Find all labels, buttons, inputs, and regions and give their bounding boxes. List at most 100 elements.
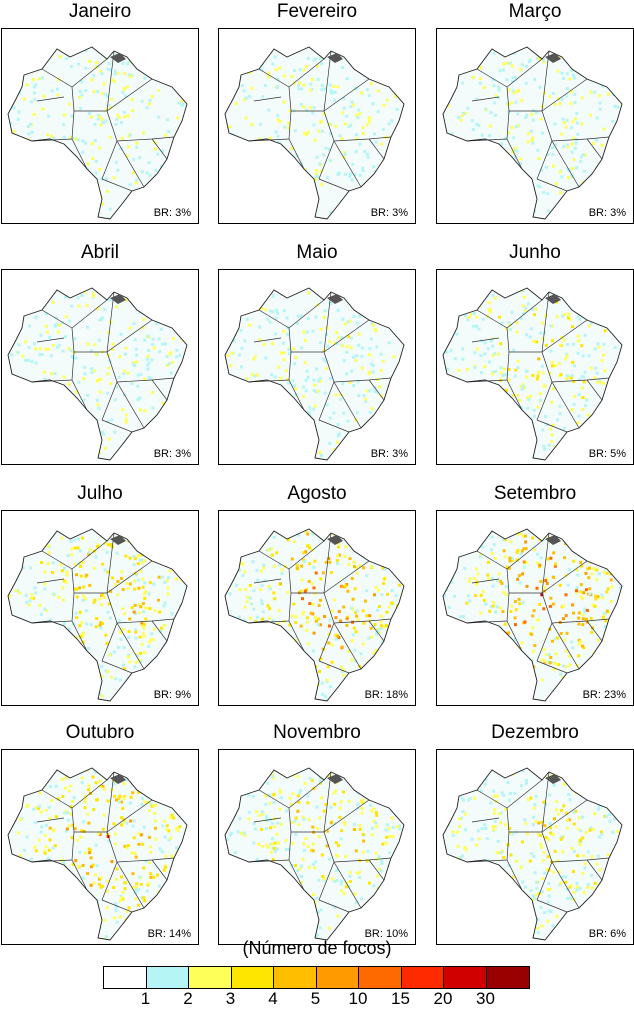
amazon-delta: [110, 774, 126, 784]
country-border: [224, 528, 405, 702]
amazon-delta: [545, 294, 561, 304]
br-percentage-label: BR: 3%: [152, 207, 192, 219]
br-percentage-label: BR: 3%: [369, 207, 409, 219]
map-panel-agosto: Agosto BR: 18%: [218, 482, 416, 708]
legend-color-cell: [486, 967, 529, 988]
state-border: [288, 291, 332, 353]
state-border: [71, 138, 88, 170]
amazon-delta: [110, 535, 126, 545]
state-border: [116, 622, 145, 670]
map-panel-novembro: Novembro BR: 10%: [218, 721, 416, 947]
country-fill: [8, 768, 187, 940]
state-border: [368, 620, 385, 642]
amazon-delta: [545, 774, 561, 784]
state-border: [36, 337, 65, 343]
state-border: [333, 381, 362, 429]
brazil-map: [442, 287, 623, 461]
state-border: [253, 337, 282, 343]
state-border: [71, 532, 115, 594]
br-percentage-label: BR: 3%: [152, 448, 192, 460]
country-fill: [8, 529, 187, 701]
legend-tick-label: 3: [225, 989, 236, 1008]
state-border: [551, 140, 580, 188]
panel-month-title: Julho: [77, 483, 123, 504]
amazon-delta: [110, 53, 126, 63]
country-border: [224, 287, 405, 461]
brazil-map: [7, 46, 188, 220]
brazil-map: [224, 287, 405, 461]
country-fill: [8, 288, 187, 460]
state-border: [71, 859, 88, 891]
state-border: [323, 110, 392, 142]
brazil-map: [224, 528, 405, 702]
state-border: [288, 379, 305, 411]
state-border: [253, 578, 282, 584]
brazil-map: [442, 46, 623, 220]
br-percentage-label: BR: 3%: [587, 207, 627, 219]
country-fill: [225, 288, 404, 460]
map-frame: BR: 9%: [1, 510, 199, 706]
state-border: [288, 771, 332, 833]
state-border: [101, 861, 118, 901]
state-border: [333, 861, 362, 909]
legend-tick-label: 10: [348, 989, 368, 1008]
state-border: [318, 861, 335, 901]
amazon-delta: [327, 294, 343, 304]
brazil-map: [224, 46, 405, 220]
legend-color-cell: [359, 967, 402, 988]
country-border: [224, 46, 405, 220]
legend-tick-label: 1: [140, 989, 151, 1008]
br-percentage-label: BR: 5%: [587, 448, 627, 460]
legend-color-cell: [231, 967, 274, 988]
state-border: [106, 560, 153, 594]
state-border: [318, 419, 350, 433]
map-frame: BR: 3%: [218, 269, 416, 465]
state-border: [333, 140, 362, 188]
legend-tick-label: 5: [310, 989, 321, 1008]
legend-color-cell: [146, 967, 189, 988]
br-percentage-label: BR: 3%: [369, 448, 409, 460]
state-border: [151, 859, 168, 881]
state-border: [551, 622, 580, 670]
state-border: [106, 799, 153, 833]
state-border: [541, 110, 610, 142]
state-border: [506, 532, 550, 594]
state-border: [288, 532, 332, 594]
map-frame: BR: 14%: [1, 749, 199, 945]
country-fill: [225, 529, 404, 701]
map-frame: BR: 3%: [1, 269, 199, 465]
state-border: [288, 859, 305, 891]
brazil-map: [442, 767, 623, 941]
state-border: [288, 50, 332, 112]
state-border: [541, 78, 588, 112]
map-frame: BR: 3%: [436, 28, 634, 224]
legend-tick-label: 30: [476, 989, 495, 1008]
country-border: [7, 46, 188, 220]
state-border: [318, 622, 335, 662]
br-percentage-label: BR: 23%: [581, 689, 627, 701]
state-border: [323, 78, 370, 112]
state-border: [536, 419, 568, 433]
state-border: [586, 620, 603, 642]
state-border: [101, 419, 133, 433]
state-border: [101, 178, 133, 192]
country-border: [442, 767, 623, 941]
map-panel-abril: Abril BR: 3%: [1, 241, 199, 467]
country-border: [7, 528, 188, 702]
map-panel-julho: Julho BR: 9%: [1, 482, 199, 708]
state-border: [506, 620, 523, 652]
state-border: [506, 771, 550, 833]
state-border: [506, 859, 523, 891]
state-border: [506, 379, 523, 411]
state-border: [323, 351, 392, 383]
panel-month-title: Fevereiro: [276, 1, 358, 22]
brazil-map: [7, 287, 188, 461]
state-border: [506, 138, 523, 170]
panel-month-title: Abril: [80, 242, 119, 263]
amazon-delta: [327, 774, 343, 784]
state-border: [151, 138, 168, 160]
br-percentage-label: BR: 18%: [363, 689, 409, 701]
map-panel-junho: Junho BR: 5%: [436, 241, 634, 467]
state-border: [36, 817, 65, 823]
state-border: [71, 379, 88, 411]
